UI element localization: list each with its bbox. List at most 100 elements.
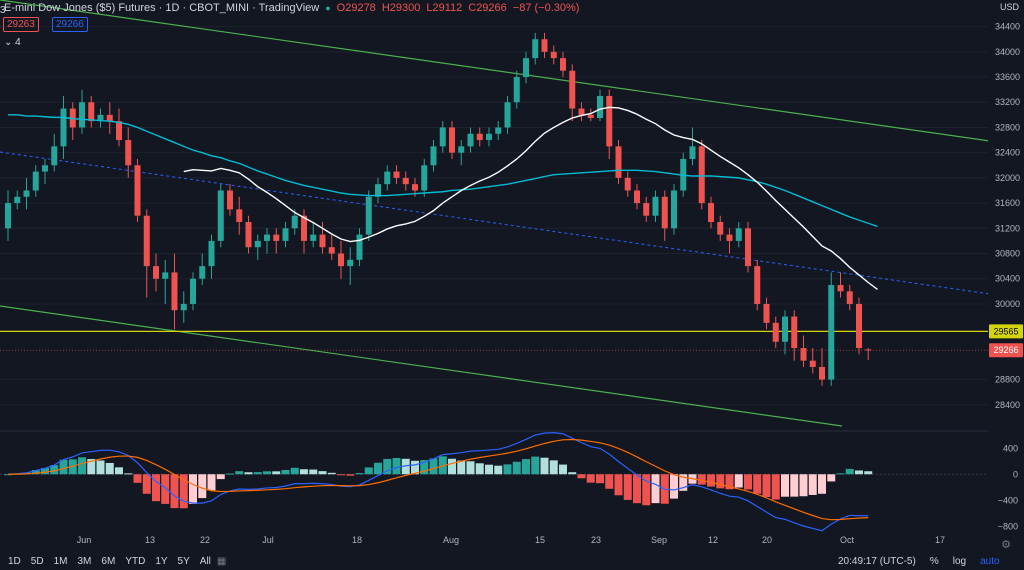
candle xyxy=(393,165,400,185)
histogram-bar xyxy=(309,469,318,475)
price-label-bg xyxy=(989,324,1023,339)
histogram-bar xyxy=(170,474,179,509)
signal-line xyxy=(7,438,869,521)
time-tick-label: 20 xyxy=(762,535,772,545)
osc-tick-label: 400 xyxy=(1003,443,1018,453)
time-tick-label: 13 xyxy=(145,535,155,545)
ohlc-low: L29112 xyxy=(426,2,463,14)
log-toggle[interactable]: log xyxy=(952,555,967,567)
histogram-bar xyxy=(762,474,771,497)
candle xyxy=(661,190,668,241)
auto-toggle[interactable]: auto xyxy=(980,555,1000,567)
candle xyxy=(819,348,825,386)
histogram-bar xyxy=(596,474,604,484)
candle xyxy=(208,234,215,279)
candle xyxy=(236,196,243,235)
timeframe-3m[interactable]: 3M xyxy=(77,555,92,567)
time-tick-label: Jul xyxy=(262,535,274,545)
candle xyxy=(560,51,566,78)
candle xyxy=(809,348,816,374)
candle xyxy=(69,102,76,141)
timeframe-ytd[interactable]: YTD xyxy=(125,555,146,567)
candle xyxy=(856,297,862,355)
candle xyxy=(708,196,714,229)
candle xyxy=(51,133,58,172)
time-tick-label: 17 xyxy=(935,535,945,545)
histogram-bar xyxy=(161,474,170,504)
histogram-bar xyxy=(568,472,577,475)
candle xyxy=(319,222,326,254)
channel-lines xyxy=(0,0,991,427)
candle xyxy=(495,121,502,141)
price-label-bg xyxy=(989,343,1023,358)
timeframe-all[interactable]: All xyxy=(199,555,211,567)
candle xyxy=(624,171,631,197)
timeframe-5y[interactable]: 5Y xyxy=(177,555,190,567)
timeframe-buttons: 1D 5D 1M 3M 6M YTD 1Y 5Y All xyxy=(8,556,211,567)
candle xyxy=(282,222,289,248)
histogram-bar xyxy=(818,474,826,494)
candle xyxy=(190,272,196,311)
candle xyxy=(486,127,492,147)
histogram-bar xyxy=(605,474,614,489)
candle xyxy=(217,184,224,248)
symbol-title[interactable]: E-mini Dow Jones ($5) Futures · 1D · CBO… xyxy=(4,2,320,14)
candle xyxy=(106,102,113,134)
candle xyxy=(365,190,372,241)
histogram-bar xyxy=(364,467,373,475)
price-axis: 34400 34000 33600 33200 32800 32400 32000 31600… xyxy=(988,0,1024,552)
candle xyxy=(199,253,206,286)
candle xyxy=(763,297,770,330)
price-chart[interactable]: 3440034000336003320032800324003200031600… xyxy=(0,0,1024,552)
candle xyxy=(32,165,39,197)
channel-upper-line xyxy=(0,0,991,142)
histogram-bar xyxy=(142,474,151,494)
calendar-icon[interactable]: ▦ xyxy=(216,555,227,567)
candle xyxy=(504,95,511,134)
histogram-bar xyxy=(744,474,752,490)
histogram-bar xyxy=(337,474,345,476)
percent-toggle[interactable]: % xyxy=(929,555,939,567)
timeframe-1m[interactable]: 1M xyxy=(53,555,68,567)
time-tick-label: 18 xyxy=(352,535,362,545)
histogram-bar xyxy=(179,474,188,509)
candle xyxy=(356,228,363,267)
histogram-bar xyxy=(4,474,12,476)
currency-label[interactable]: USD xyxy=(1000,2,1020,12)
price-tick-label: 32800 xyxy=(995,122,1020,132)
histogram-bar xyxy=(281,469,290,475)
candle xyxy=(467,127,474,153)
histogram-bar xyxy=(411,460,419,475)
histogram-bar xyxy=(633,474,641,504)
candle xyxy=(143,209,150,298)
histogram-bar xyxy=(716,474,725,489)
osc-tick-label: −800 xyxy=(998,521,1018,531)
histogram-bar xyxy=(41,467,49,475)
candle xyxy=(532,32,539,65)
spread-value: 3 xyxy=(0,5,6,16)
ask-price[interactable]: 29266 xyxy=(52,17,88,32)
histogram-bar xyxy=(244,472,253,475)
time-tick-label: 15 xyxy=(535,535,545,545)
histogram-bar xyxy=(771,474,780,500)
clock[interactable]: 20:49:17 (UTC-5) xyxy=(838,555,916,567)
settings-icon[interactable]: ⚙ xyxy=(1001,539,1011,551)
candle xyxy=(88,95,95,128)
bid-price[interactable]: 29263 xyxy=(3,17,39,32)
histogram-bar xyxy=(540,457,549,475)
ohlc-open: O29278 xyxy=(336,2,376,14)
candle xyxy=(606,89,613,159)
channel-mid-line xyxy=(0,151,991,295)
timeframe-5d[interactable]: 5D xyxy=(30,555,44,567)
candle xyxy=(717,215,724,241)
timeframe-1d[interactable]: 1D xyxy=(8,555,21,567)
candle xyxy=(23,177,30,210)
indicators-toggle[interactable]: ⌄ 4 xyxy=(4,37,21,48)
candle xyxy=(587,108,594,122)
histogram-bar xyxy=(50,465,59,475)
timeframe-1y[interactable]: 1Y xyxy=(155,555,168,567)
histogram-bar xyxy=(235,471,244,475)
timeframe-6m[interactable]: 6M xyxy=(101,555,116,567)
histogram-bar xyxy=(503,464,512,475)
candle xyxy=(153,253,159,292)
